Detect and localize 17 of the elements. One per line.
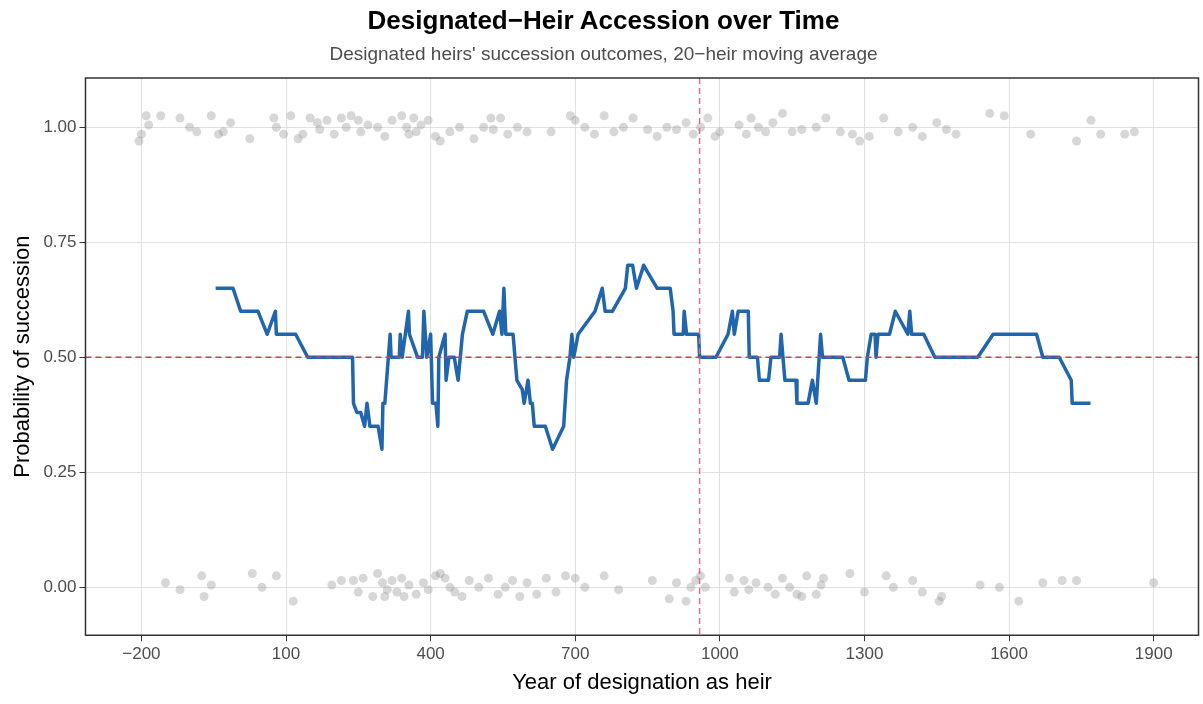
x-tick-label: 1900 [1134, 644, 1173, 664]
x-axis-title: Year of designation as heir [512, 668, 772, 694]
y-tick-label: 0.50 [43, 346, 77, 366]
y-tick-label: 0.75 [43, 231, 77, 251]
y-tick-label: 0.25 [43, 462, 77, 482]
x-tick-label: 1000 [700, 644, 739, 664]
x-tick-label: 100 [271, 644, 301, 664]
chart-title: Designated−Heir Accession over Time [367, 4, 840, 35]
x-tick-label: 700 [561, 644, 590, 664]
x-tick-label: 1300 [845, 644, 884, 664]
y-tick-label: 1.00 [43, 116, 77, 136]
y-axis-title: Probability of succession [9, 235, 35, 478]
y-tick-label: 0.00 [43, 577, 77, 597]
x-tick-label: 1600 [990, 644, 1028, 664]
chart-subtitle: Designated heirs' succession outcomes, 20−heir moving average [329, 42, 878, 64]
x-tick-label: −200 [122, 644, 161, 664]
x-tick-label: 400 [416, 644, 445, 664]
